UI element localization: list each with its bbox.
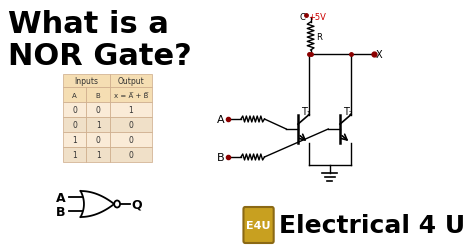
FancyBboxPatch shape	[110, 133, 152, 147]
Text: Inputs: Inputs	[74, 77, 99, 86]
Text: C: C	[300, 13, 306, 22]
Text: A: A	[73, 92, 77, 98]
Text: 0: 0	[72, 120, 77, 130]
Text: Q: Q	[132, 198, 142, 211]
Text: B: B	[218, 152, 225, 162]
Text: Output: Output	[118, 77, 145, 86]
Text: X: X	[376, 50, 383, 60]
Text: +5V: +5V	[308, 13, 326, 22]
Text: Electrical 4 U: Electrical 4 U	[279, 213, 465, 237]
Text: T₁: T₁	[301, 107, 311, 116]
Text: 0: 0	[72, 106, 77, 115]
FancyBboxPatch shape	[244, 207, 273, 243]
Text: 1: 1	[73, 150, 77, 159]
Text: B: B	[56, 205, 65, 218]
FancyBboxPatch shape	[86, 117, 110, 133]
FancyBboxPatch shape	[63, 147, 86, 162]
FancyBboxPatch shape	[63, 133, 86, 147]
Text: A: A	[56, 191, 65, 204]
Text: What is a: What is a	[9, 10, 169, 39]
Text: NOR Gate?: NOR Gate?	[9, 42, 192, 71]
FancyBboxPatch shape	[86, 103, 110, 117]
FancyBboxPatch shape	[110, 88, 152, 103]
Text: 0: 0	[128, 136, 133, 144]
Text: 1: 1	[96, 150, 100, 159]
Circle shape	[114, 201, 120, 208]
FancyBboxPatch shape	[63, 103, 86, 117]
FancyBboxPatch shape	[86, 147, 110, 162]
FancyBboxPatch shape	[110, 117, 152, 133]
FancyBboxPatch shape	[110, 75, 152, 88]
FancyBboxPatch shape	[86, 133, 110, 147]
Text: T₂: T₂	[343, 107, 353, 116]
FancyBboxPatch shape	[63, 75, 110, 88]
FancyBboxPatch shape	[86, 88, 110, 103]
FancyBboxPatch shape	[110, 147, 152, 162]
Text: 1: 1	[128, 106, 133, 115]
Text: 0: 0	[96, 136, 100, 144]
Text: B: B	[96, 92, 100, 98]
Text: 1: 1	[73, 136, 77, 144]
Text: R: R	[316, 32, 321, 41]
Text: A: A	[218, 115, 225, 124]
Text: 0: 0	[128, 120, 133, 130]
Text: 0: 0	[128, 150, 133, 159]
FancyBboxPatch shape	[110, 103, 152, 117]
Text: x = A̅ + B̅: x = A̅ + B̅	[114, 92, 148, 98]
Text: 1: 1	[96, 120, 100, 130]
Text: E4U: E4U	[246, 220, 271, 230]
FancyBboxPatch shape	[63, 117, 86, 133]
FancyBboxPatch shape	[63, 88, 86, 103]
Text: 0: 0	[96, 106, 100, 115]
